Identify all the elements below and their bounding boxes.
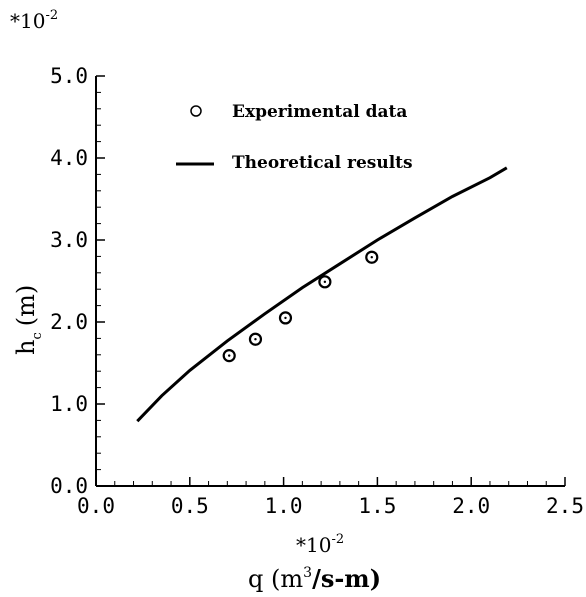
y-ticks: 0.0 1.0 2.0 3.0 4.0 5.0 <box>50 64 105 498</box>
y-tick-label: 0.0 <box>50 474 88 498</box>
y-multiplier-base: *10 <box>10 9 45 33</box>
legend-label-theoretical: Theoretical results <box>232 153 413 173</box>
y-tick-label: 4.0 <box>50 146 88 170</box>
experimental-point-center <box>227 354 231 357</box>
x-tick-label: 0.0 <box>77 494 115 518</box>
experimental-point <box>248 332 263 346</box>
experimental-points <box>222 250 379 363</box>
x-ticks: 0.0 0.5 1.0 1.5 2.0 2.5 <box>77 477 584 518</box>
x-label-base: q <box>248 565 263 593</box>
legend: Experimental data Theoretical results <box>176 102 413 173</box>
x-multiplier-base: *10 <box>296 533 331 557</box>
experimental-point-center <box>323 280 327 284</box>
x-tick-label: 2.5 <box>546 494 584 518</box>
y-label-unit: (m) <box>12 285 40 326</box>
experimental-point <box>278 311 293 325</box>
x-tick-label: 1.5 <box>358 494 396 518</box>
y-axis-label: hc (m) <box>12 285 45 355</box>
y-label-sub: c <box>30 332 45 339</box>
x-tick-label: 2.0 <box>452 494 490 518</box>
y-tick-label: 1.0 <box>50 392 88 416</box>
y-multiplier-exp: -2 <box>45 8 58 23</box>
y-tick-label: 3.0 <box>50 228 88 252</box>
experimental-point-center <box>254 338 257 341</box>
experimental-point <box>365 250 379 264</box>
x-tick-label: 0.5 <box>171 494 209 518</box>
x-multiplier-exp: -2 <box>331 532 344 547</box>
experimental-point-center <box>370 256 373 259</box>
x-label-unit-open: (m <box>271 565 303 593</box>
x-axis-label: q (m3/s-m) <box>248 564 381 593</box>
y-tick-label: 5.0 <box>50 64 88 88</box>
x-tick-label: 1.0 <box>265 494 303 518</box>
y-multiplier: *10-2 <box>10 8 58 33</box>
legend-marker-experimental <box>190 105 202 117</box>
experimental-point <box>222 349 236 363</box>
x-label-unit-rest: /s-m) <box>312 564 381 593</box>
x-multiplier: *10-2 <box>296 532 344 557</box>
y-tick-label: 2.0 <box>50 310 88 334</box>
experimental-point-center <box>284 316 287 320</box>
legend-label-experimental: Experimental data <box>232 102 407 122</box>
experimental-point <box>318 275 332 289</box>
y-label-base: h <box>12 340 40 355</box>
theoretical-results-line <box>136 166 508 423</box>
x-label-unit-exp: 3 <box>303 565 312 581</box>
